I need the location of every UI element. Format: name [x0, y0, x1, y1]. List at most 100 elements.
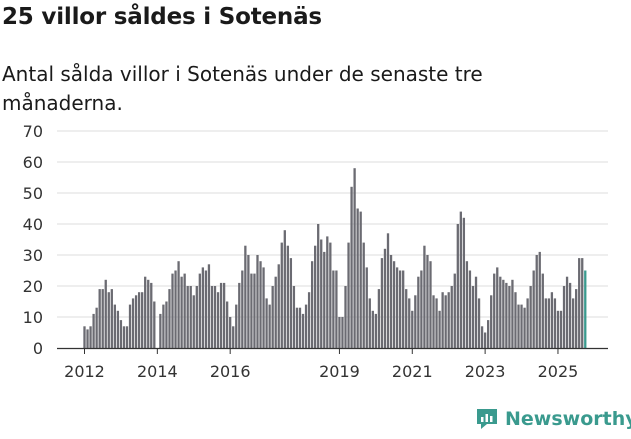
bar: [219, 282, 223, 348]
bar: [377, 289, 381, 348]
bar: [459, 211, 462, 348]
bar: [520, 304, 523, 348]
bar: [144, 276, 147, 348]
bar: [420, 270, 423, 348]
bar: [575, 289, 578, 348]
bar: [280, 242, 283, 348]
bar: [556, 310, 560, 348]
bar: [141, 292, 144, 348]
bar: [490, 295, 493, 348]
bar: [271, 286, 274, 348]
bars: [83, 168, 587, 348]
newsworthy-logo-icon: [477, 409, 497, 429]
newsworthy-logo: Newsworthy: [475, 407, 631, 431]
bar: [298, 307, 302, 348]
bar: [198, 273, 201, 348]
bar: [195, 286, 198, 348]
bar: [350, 186, 353, 348]
bar: [517, 304, 520, 348]
bar: [295, 307, 299, 348]
bar: [380, 258, 384, 348]
bar: [244, 245, 247, 348]
bar: [523, 307, 526, 348]
x-tick-label: 2021: [392, 362, 433, 381]
y-tick-label: 30: [23, 246, 43, 265]
bar: [320, 239, 323, 348]
chart-subtitle: Antal sålda villor i Sotenäs under de se…: [2, 62, 483, 115]
bar: [86, 329, 89, 348]
bar: [92, 313, 95, 348]
bar: [174, 270, 177, 348]
bar: [107, 292, 110, 348]
bar: [162, 304, 165, 348]
bar: [347, 242, 350, 348]
bar: [125, 326, 129, 348]
bar: [304, 304, 308, 348]
bar: [562, 286, 566, 348]
bar: [232, 326, 235, 348]
bar: [471, 286, 475, 348]
bar: [578, 258, 581, 348]
bar: [535, 255, 538, 348]
bar: [131, 298, 135, 348]
bar: [216, 292, 220, 348]
bar: [529, 286, 532, 348]
bar-value-label: 25: [593, 0, 613, 4]
bar: [362, 242, 365, 348]
bar: [477, 298, 481, 348]
bar: [265, 298, 268, 348]
bar: [429, 261, 432, 348]
bar: [262, 267, 265, 348]
bar: [222, 282, 226, 348]
bar: [514, 292, 517, 348]
bar: [192, 295, 195, 348]
bar: [426, 255, 429, 348]
bar: [165, 301, 168, 348]
bar: [465, 261, 469, 348]
bar: [532, 270, 535, 348]
bar: [398, 270, 402, 348]
bar: [499, 276, 502, 348]
bar: [95, 307, 98, 348]
bar: [508, 286, 511, 348]
bar: [283, 230, 286, 348]
bar: [289, 258, 293, 348]
bar: [356, 208, 359, 348]
bar: [365, 267, 368, 348]
bar: [468, 270, 472, 348]
bar: [395, 267, 399, 348]
bar: [414, 295, 417, 348]
bar: [207, 264, 211, 348]
bar: [326, 236, 329, 348]
bar: [247, 255, 250, 348]
bar: [447, 292, 450, 348]
bar: [383, 248, 387, 348]
bar: [332, 270, 335, 348]
bar: [101, 289, 104, 348]
bar: [229, 317, 232, 348]
bar: [189, 286, 192, 348]
bar: [553, 298, 557, 348]
bar: [438, 310, 441, 348]
bar: [487, 320, 490, 348]
bar: [329, 242, 332, 348]
bar: [386, 233, 390, 348]
bar: [405, 289, 408, 348]
y-tick-label: 70: [23, 122, 43, 141]
bar: [314, 245, 317, 348]
bar: [137, 292, 141, 348]
bar: [235, 304, 238, 348]
bar: [353, 168, 356, 348]
bar: [204, 270, 208, 348]
bar: [286, 245, 289, 348]
bar: [547, 298, 551, 348]
bar: [544, 298, 547, 348]
bar: [496, 267, 499, 348]
bar: [168, 289, 171, 348]
bar: [225, 301, 229, 348]
bar: [307, 292, 311, 348]
y-tick-label: 0: [33, 339, 43, 358]
bar: [480, 326, 484, 348]
bar: [538, 251, 541, 348]
bar: [371, 310, 374, 348]
